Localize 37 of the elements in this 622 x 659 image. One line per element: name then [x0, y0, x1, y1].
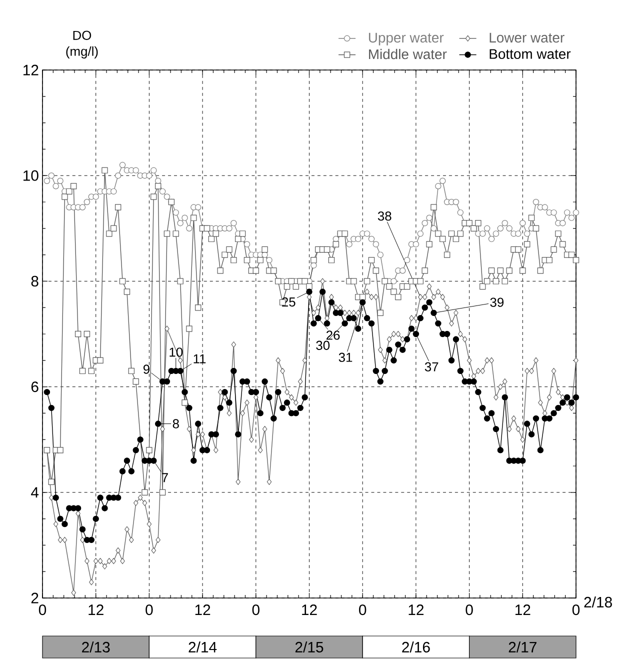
text: 2/18 — [584, 596, 612, 608]
annotation: 10 — [170, 348, 183, 357]
x-tick-label: 12 — [515, 604, 530, 615]
y-tick-label: 2 — [31, 592, 38, 604]
x-tick-label: 12 — [408, 604, 424, 615]
text: 2/14 — [188, 642, 217, 652]
y-axis-title: DO (mg/l) — [66, 30, 98, 58]
y-tick-label: 10 — [24, 170, 38, 181]
annotation: 37 — [424, 362, 438, 372]
y-tick-label: 8 — [31, 276, 38, 286]
x-tick-label: 0 — [572, 604, 580, 616]
x-tick-label: 0 — [146, 604, 153, 616]
annotation: 38 — [378, 211, 392, 221]
text: 2/16 — [402, 642, 430, 652]
annotation: 9 — [143, 364, 150, 374]
annotation: 8 — [172, 419, 179, 428]
y-tick-label: 12 — [24, 64, 38, 76]
annotation: 11 — [194, 354, 206, 364]
y-tick-label: 4 — [31, 487, 39, 498]
annotation: 39 — [490, 298, 504, 307]
x-tick-label: 12 — [302, 604, 317, 615]
x-tick-label: 0 — [38, 604, 46, 616]
text: 2/15 — [295, 642, 324, 652]
legend-label: Bottom water — [490, 49, 571, 59]
legend-label: Middle water — [369, 48, 447, 60]
x-tick-label: 12 — [195, 604, 210, 615]
y-tick-label: 6 — [31, 382, 38, 392]
x-tick-label: 0 — [359, 604, 366, 616]
x-tick-label: 12 — [88, 604, 104, 615]
x-tick-label: 0 — [466, 604, 473, 616]
legend-label: Lower water — [490, 32, 564, 43]
legend-label: Upper water — [368, 32, 444, 46]
annotation: 31 — [338, 352, 352, 362]
text: 2/13 — [82, 642, 110, 652]
x-tick-label: 0 — [252, 604, 260, 616]
annotation: 30 — [316, 340, 330, 350]
text: 2/17 — [508, 642, 536, 652]
